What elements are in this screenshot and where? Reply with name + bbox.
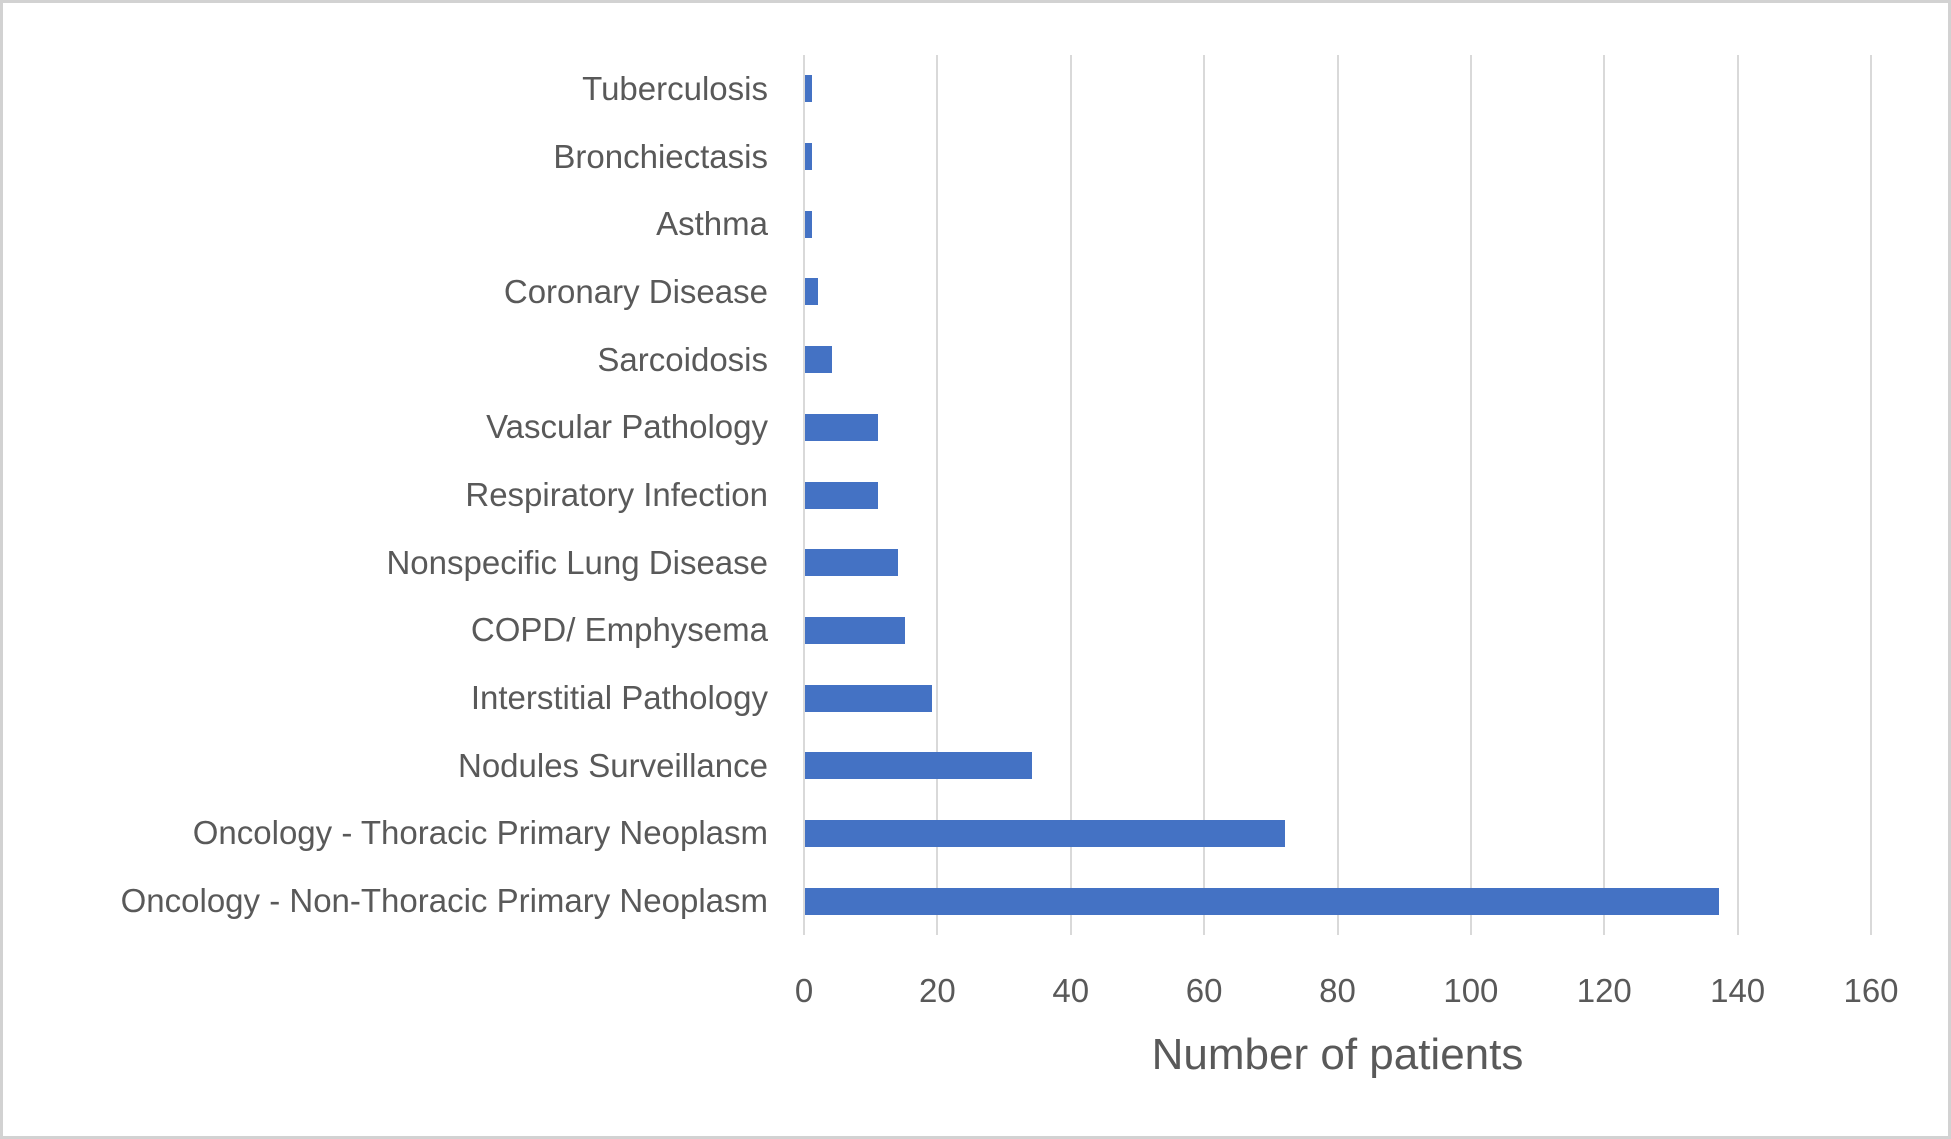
bar — [805, 278, 819, 306]
gridline — [1603, 55, 1606, 935]
bar — [805, 549, 899, 577]
category-label: Coronary Disease — [503, 272, 768, 310]
category-label: Nodules Surveillance — [457, 746, 768, 784]
x-axis-title: Number of patients — [1151, 1030, 1524, 1079]
gridline — [803, 55, 805, 935]
category-label: Interstitial Pathology — [470, 679, 768, 717]
gridline — [1870, 55, 1872, 935]
category-label: Oncology - Non-Thoracic Primary Neoplasm — [120, 882, 768, 920]
x-tick-label: 140 — [1710, 972, 1766, 1009]
x-tick-label: 40 — [1052, 972, 1090, 1009]
category-label: Asthma — [656, 205, 768, 243]
bar — [805, 346, 832, 374]
bar — [805, 684, 932, 712]
bar — [805, 819, 1286, 847]
x-tick-label: 60 — [1185, 972, 1223, 1009]
x-tick-label: 160 — [1843, 972, 1899, 1009]
category-label: Tuberculosis — [582, 69, 768, 107]
bar — [805, 887, 1719, 915]
category-label: Oncology - Thoracic Primary Neoplasm — [192, 814, 768, 852]
category-label: Sarcoidosis — [597, 340, 768, 378]
category-label: Nonspecific Lung Disease — [386, 543, 768, 581]
bar — [805, 752, 1032, 780]
category-label: Bronchiectasis — [553, 137, 768, 175]
x-tick-label: 100 — [1443, 972, 1499, 1009]
gridline — [1336, 55, 1339, 935]
category-label: Respiratory Infection — [465, 476, 768, 513]
x-tick-label: 120 — [1576, 972, 1632, 1009]
bar — [805, 75, 812, 103]
category-label: COPD/ Emphysema — [470, 611, 768, 649]
x-tick-label: 20 — [919, 972, 956, 1009]
bar — [805, 143, 812, 171]
gridline — [1736, 55, 1739, 935]
gridline — [1469, 55, 1472, 935]
gridline — [1069, 55, 1072, 935]
category-label: Vascular Pathology — [486, 408, 768, 446]
x-tick-label: 80 — [1319, 972, 1356, 1009]
gridline — [936, 55, 939, 935]
bar — [805, 210, 812, 238]
bar — [805, 616, 906, 644]
bar — [805, 481, 879, 509]
bar — [805, 413, 879, 441]
gridline — [1203, 55, 1206, 935]
x-tick-label: 0 — [794, 972, 814, 1009]
